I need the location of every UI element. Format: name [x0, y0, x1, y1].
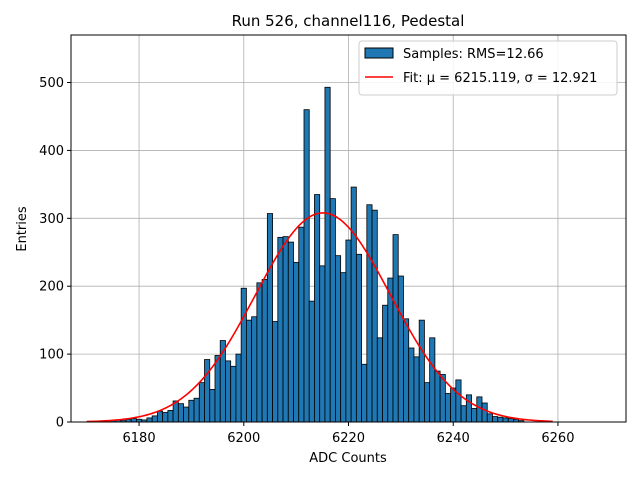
histogram-bar	[261, 279, 268, 423]
y-axis-label: Entries	[15, 206, 30, 252]
histogram-bar	[277, 236, 284, 423]
legend: Samples: RMS=12.66 Fit: μ = 6215.119, σ …	[358, 40, 618, 96]
histogram-bar	[193, 397, 200, 423]
histogram-bar	[303, 109, 310, 423]
histogram-bar	[266, 213, 273, 423]
histogram-bar	[282, 236, 289, 423]
histogram-bar	[130, 418, 137, 423]
histogram-bar	[413, 356, 420, 423]
x-tick-label: 6220	[332, 431, 365, 446]
histogram-bar	[424, 382, 431, 423]
histogram-bar	[156, 410, 164, 423]
histogram-bar	[225, 360, 232, 423]
y-axis-ticks: 0 100 200 300 400 500	[39, 76, 71, 431]
histogram-bar	[209, 389, 216, 423]
histogram-bar	[287, 241, 294, 423]
y-tick-label: 0	[56, 416, 64, 431]
histogram-bar	[376, 337, 383, 423]
histogram-bar	[235, 353, 242, 423]
histogram-bar	[455, 379, 462, 423]
histogram-bar	[204, 359, 211, 423]
y-tick-label: 200	[39, 280, 64, 295]
histogram-bar	[335, 255, 342, 423]
histogram-bar	[361, 363, 368, 423]
x-axis-label: ADC Counts	[309, 451, 387, 466]
histogram-bar	[444, 393, 451, 423]
histogram-bar	[246, 319, 253, 423]
histogram-bar	[214, 355, 221, 423]
histogram-bar	[298, 226, 305, 423]
histogram-bar	[198, 382, 205, 423]
histogram-bar	[486, 413, 493, 423]
histogram-bar	[460, 405, 467, 423]
histogram-bar	[403, 318, 410, 423]
histogram-bar	[340, 272, 347, 423]
histogram-bar	[329, 198, 336, 423]
histogram-bar	[345, 239, 352, 423]
histogram-bar	[366, 204, 373, 423]
x-tick-label: 6180	[123, 431, 156, 446]
histogram-bar	[418, 319, 425, 423]
histogram-bar	[408, 347, 415, 423]
histogram-bar	[492, 416, 499, 423]
histogram-bar	[371, 209, 378, 423]
histogram-bar	[507, 418, 514, 423]
histogram-bar	[497, 416, 504, 423]
x-tick-label: 6260	[541, 431, 574, 446]
y-tick-label: 100	[39, 348, 64, 363]
histogram-bar	[293, 262, 300, 423]
histogram-bar	[434, 370, 441, 423]
legend-swatch-samples	[364, 47, 394, 59]
histogram-bar	[251, 316, 258, 423]
y-tick-label: 400	[39, 144, 64, 159]
histogram-bar	[471, 408, 478, 423]
histogram-bar	[476, 396, 483, 423]
x-axis-ticks: 6180 6200 6220 6240 6260	[123, 422, 574, 446]
histogram-bar	[481, 402, 488, 423]
histogram-bar	[308, 300, 315, 423]
histogram-bar	[240, 287, 247, 423]
histogram-bar	[429, 337, 436, 423]
gaussian-fit-curve	[86, 212, 553, 423]
histogram-bar	[450, 387, 457, 423]
histogram-bar	[162, 412, 169, 423]
histogram-bar	[188, 399, 195, 423]
legend-label-fit: Fit: μ = 6215.119, σ = 12.921	[403, 71, 597, 86]
histogram-bar	[256, 282, 263, 423]
histogram-bar	[177, 403, 184, 423]
histogram-bar	[324, 86, 331, 423]
histogram-bars	[109, 86, 525, 423]
chart-title: Run 526, channel116, Pedestal	[232, 12, 465, 30]
y-tick-label: 300	[39, 212, 64, 227]
legend-box	[358, 40, 618, 96]
histogram-bar	[146, 417, 153, 423]
legend-label-samples: Samples: RMS=12.66	[403, 47, 544, 62]
histogram-bar	[151, 415, 158, 423]
histogram-bar	[397, 275, 404, 423]
histogram-bar	[350, 186, 357, 423]
histogram-bar	[355, 253, 362, 423]
histogram-bar	[272, 321, 279, 423]
histogram-bar	[167, 410, 174, 423]
histogram-bar	[382, 304, 389, 423]
histogram-bar	[502, 417, 509, 423]
histogram-bar	[392, 234, 399, 423]
histogram-bar	[319, 265, 326, 423]
x-tick-label: 6200	[227, 431, 260, 446]
histogram-bar	[314, 194, 321, 423]
histogram-bar	[230, 365, 237, 423]
y-tick-label: 500	[39, 76, 64, 91]
x-tick-label: 6240	[437, 431, 470, 446]
histogram-bar	[465, 394, 472, 423]
histogram-bar	[183, 406, 190, 423]
